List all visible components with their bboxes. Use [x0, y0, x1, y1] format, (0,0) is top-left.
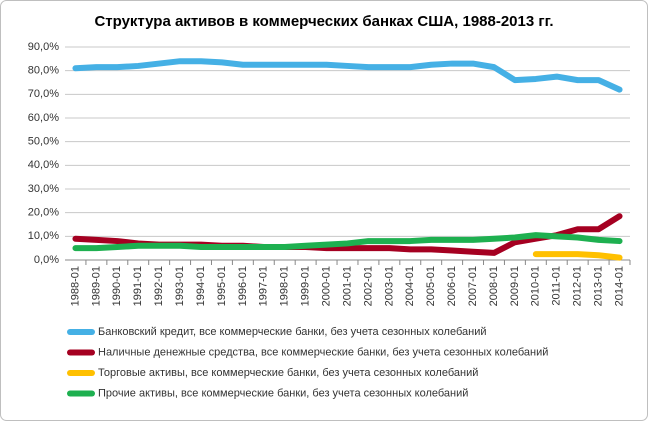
series-line — [72, 232, 623, 252]
y-tick-label: 0,0% — [34, 254, 59, 266]
x-tick-label: 1990-01 — [111, 266, 123, 306]
x-tick-label: 1998-01 — [279, 266, 291, 306]
x-tick-label: 1988-01 — [69, 266, 81, 306]
y-tick-label: 70,0% — [28, 88, 59, 100]
x-tick-label: 1993-01 — [174, 266, 186, 306]
y-tick-label: 80,0% — [28, 65, 59, 77]
x-tick-label: 2008-01 — [488, 266, 500, 306]
x-tick-label: 1999-01 — [300, 266, 312, 306]
x-tick-label: 2003-01 — [383, 266, 395, 306]
x-tick-label: 2002-01 — [362, 266, 374, 306]
x-tick-label: 2001-01 — [341, 266, 353, 306]
y-tick-label: 40,0% — [28, 159, 59, 171]
series-line — [72, 58, 623, 93]
x-tick-label: 2006-01 — [446, 266, 458, 306]
legend-label: Наличные денежные средства, все коммерче… — [98, 346, 548, 358]
x-tick-label: 2014-01 — [613, 266, 625, 306]
x-tick-label: 2009-01 — [509, 266, 521, 306]
series-line — [532, 251, 623, 261]
x-tick-label: 2007-01 — [467, 266, 479, 306]
y-tick-label: 90,0% — [28, 41, 59, 53]
y-tick-label: 20,0% — [28, 207, 59, 219]
y-tick-label: 60,0% — [28, 112, 59, 124]
x-tick-label: 1992-01 — [153, 266, 165, 306]
legend-label: Прочие активы, все коммерческие банки, б… — [98, 387, 468, 399]
x-tick-label: 2000-01 — [320, 266, 332, 306]
x-tick-label: 1994-01 — [195, 266, 207, 306]
y-tick-label: 50,0% — [28, 136, 59, 148]
x-tick-label: 2004-01 — [404, 266, 416, 306]
chart-title: Структура активов в коммерческих банках … — [94, 13, 553, 30]
legend-label: Банковский кредит, все коммерческие банк… — [98, 326, 487, 338]
x-tick-label: 1991-01 — [132, 266, 144, 306]
x-tick-label: 1996-01 — [237, 266, 249, 306]
x-tick-label: 2012-01 — [572, 266, 584, 306]
y-tick-label: 10,0% — [28, 230, 59, 242]
x-tick-label: 2013-01 — [593, 266, 605, 306]
x-tick-label: 1997-01 — [258, 266, 270, 306]
x-tick-label: 2005-01 — [425, 266, 437, 306]
y-tick-label: 30,0% — [28, 183, 59, 195]
x-tick-label: 2011-01 — [551, 266, 563, 306]
x-tick-label: 1989-01 — [90, 266, 102, 306]
legend-label: Торговые активы, все коммерческие банки,… — [98, 367, 478, 379]
x-tick-label: 2010-01 — [530, 266, 542, 306]
x-tick-label: 1995-01 — [216, 266, 228, 306]
